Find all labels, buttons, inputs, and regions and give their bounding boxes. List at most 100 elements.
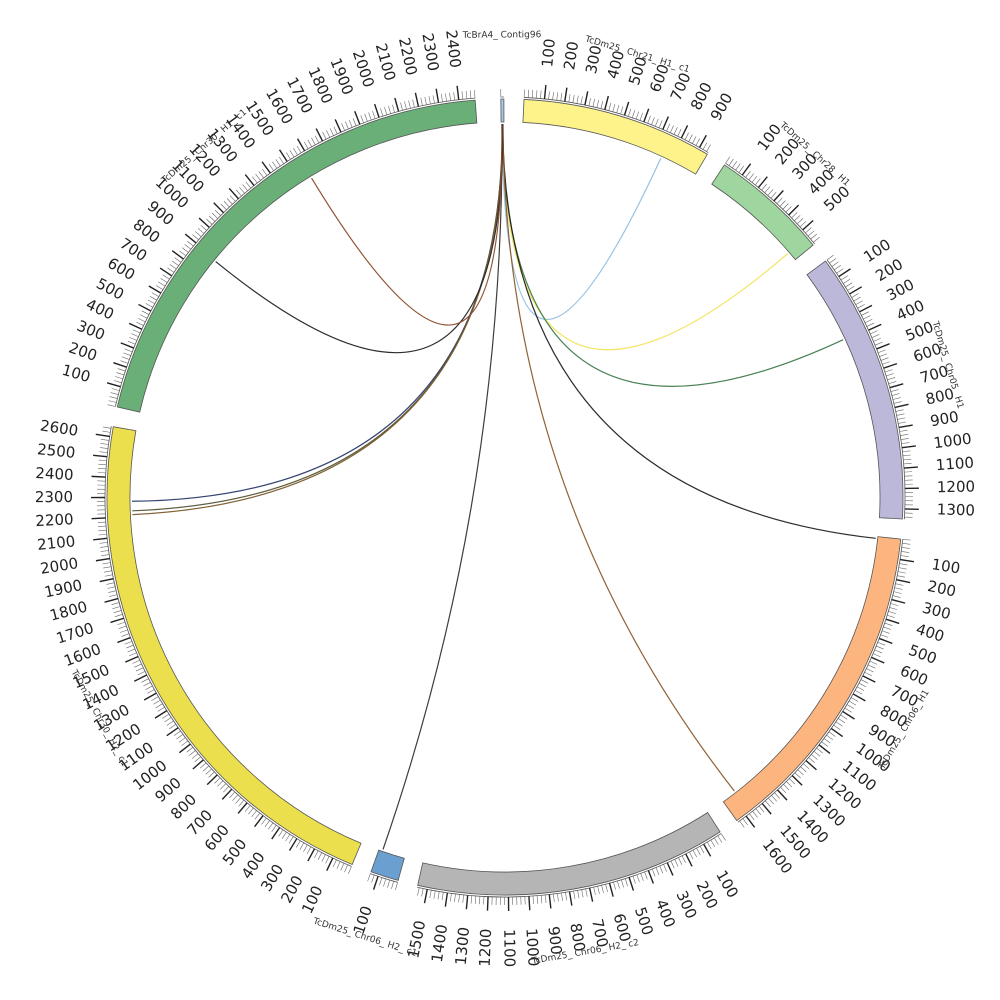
minor-tick bbox=[776, 197, 783, 204]
minor-tick bbox=[596, 99, 600, 108]
minor-tick bbox=[605, 884, 608, 892]
minor-tick bbox=[681, 855, 686, 863]
minor-tick bbox=[632, 875, 636, 884]
major-tick bbox=[791, 775, 803, 786]
major-tick bbox=[315, 128, 324, 142]
minor-tick bbox=[132, 659, 140, 664]
minor-tick bbox=[612, 103, 616, 112]
minor-tick bbox=[890, 389, 899, 392]
minor-tick bbox=[208, 771, 215, 778]
minor-tick bbox=[470, 895, 473, 904]
tick-baseline bbox=[826, 259, 906, 520]
minor-tick bbox=[333, 126, 338, 135]
minor-tick bbox=[692, 849, 697, 858]
minor-tick bbox=[813, 236, 820, 243]
minor-tick bbox=[540, 90, 542, 99]
major-tick bbox=[703, 843, 712, 857]
minor-tick bbox=[285, 834, 291, 842]
minor-tick bbox=[103, 426, 111, 429]
minor-tick bbox=[785, 206, 792, 213]
minor-tick bbox=[106, 582, 115, 585]
minor-tick bbox=[286, 152, 291, 160]
minor-tick bbox=[851, 293, 859, 298]
minor-tick bbox=[199, 762, 207, 769]
minor-tick bbox=[268, 822, 274, 830]
minor-tick bbox=[600, 100, 604, 109]
segment-tcdm25-chr30-h2-c1 bbox=[106, 426, 362, 866]
minor-tick bbox=[613, 881, 616, 890]
minor-tick bbox=[194, 756, 201, 763]
tick-label: 2000 bbox=[39, 554, 80, 578]
minor-tick bbox=[135, 667, 144, 672]
minor-tick bbox=[903, 463, 912, 465]
minor-tick bbox=[167, 267, 175, 273]
tick-label: 2500 bbox=[36, 440, 76, 462]
minor-tick bbox=[120, 629, 128, 633]
minor-tick bbox=[876, 645, 884, 650]
minor-tick bbox=[99, 447, 108, 449]
major-tick bbox=[894, 403, 909, 409]
minor-tick bbox=[870, 330, 878, 335]
minor-tick bbox=[164, 717, 172, 723]
minor-tick bbox=[295, 840, 301, 848]
minor-tick bbox=[344, 864, 348, 873]
minor-tick bbox=[109, 594, 118, 597]
minor-tick bbox=[348, 119, 353, 128]
minor-tick bbox=[799, 221, 807, 228]
major-tick bbox=[184, 233, 197, 244]
minor-tick bbox=[765, 800, 771, 808]
major-tick bbox=[192, 759, 204, 770]
minor-tick bbox=[206, 218, 213, 225]
minor-tick bbox=[124, 641, 133, 645]
minor-tick bbox=[223, 786, 230, 793]
minor-tick bbox=[278, 829, 284, 837]
major-tick bbox=[685, 853, 693, 867]
minor-tick bbox=[134, 663, 142, 668]
minor-tick bbox=[826, 254, 834, 261]
major-tick bbox=[862, 675, 876, 683]
minor-tick bbox=[556, 92, 559, 101]
tick-label: 300 bbox=[920, 599, 952, 624]
minor-tick bbox=[474, 90, 476, 99]
minor-tick bbox=[581, 889, 584, 898]
major-tick bbox=[818, 744, 831, 755]
major-tick bbox=[898, 424, 913, 429]
minor-tick bbox=[702, 142, 708, 150]
minor-tick bbox=[186, 747, 194, 753]
minor-tick bbox=[770, 191, 777, 199]
minor-tick bbox=[433, 890, 436, 899]
minor-tick bbox=[195, 231, 202, 237]
major-tick bbox=[171, 250, 184, 260]
minor-tick bbox=[299, 842, 305, 850]
minor-tick bbox=[624, 878, 628, 887]
minor-tick bbox=[835, 721, 843, 727]
minor-tick bbox=[147, 689, 155, 694]
minor-tick bbox=[807, 230, 815, 237]
major-tick bbox=[148, 285, 162, 294]
minor-tick bbox=[782, 203, 789, 210]
minor-tick bbox=[897, 571, 906, 574]
minor-tick bbox=[440, 93, 443, 102]
minor-tick bbox=[121, 633, 130, 637]
major-tick bbox=[444, 892, 449, 907]
minor-tick bbox=[465, 90, 468, 99]
minor-tick bbox=[901, 442, 910, 444]
minor-tick bbox=[336, 861, 341, 869]
minor-tick bbox=[453, 92, 455, 101]
minor-tick bbox=[232, 794, 239, 801]
tick-label: 1100 bbox=[500, 929, 518, 967]
minor-tick bbox=[400, 102, 403, 111]
minor-tick bbox=[620, 879, 624, 888]
minor-tick bbox=[813, 750, 821, 757]
minor-tick bbox=[200, 224, 207, 231]
major-tick bbox=[588, 887, 594, 902]
tick-label: 100 bbox=[930, 555, 961, 577]
minor-tick bbox=[217, 780, 224, 787]
minor-tick bbox=[248, 807, 254, 815]
minor-tick bbox=[871, 334, 880, 338]
minor-tick bbox=[892, 397, 901, 400]
link-chord bbox=[502, 124, 735, 792]
minor-tick bbox=[97, 468, 107, 470]
minor-tick bbox=[794, 215, 801, 222]
minor-tick bbox=[864, 671, 872, 677]
